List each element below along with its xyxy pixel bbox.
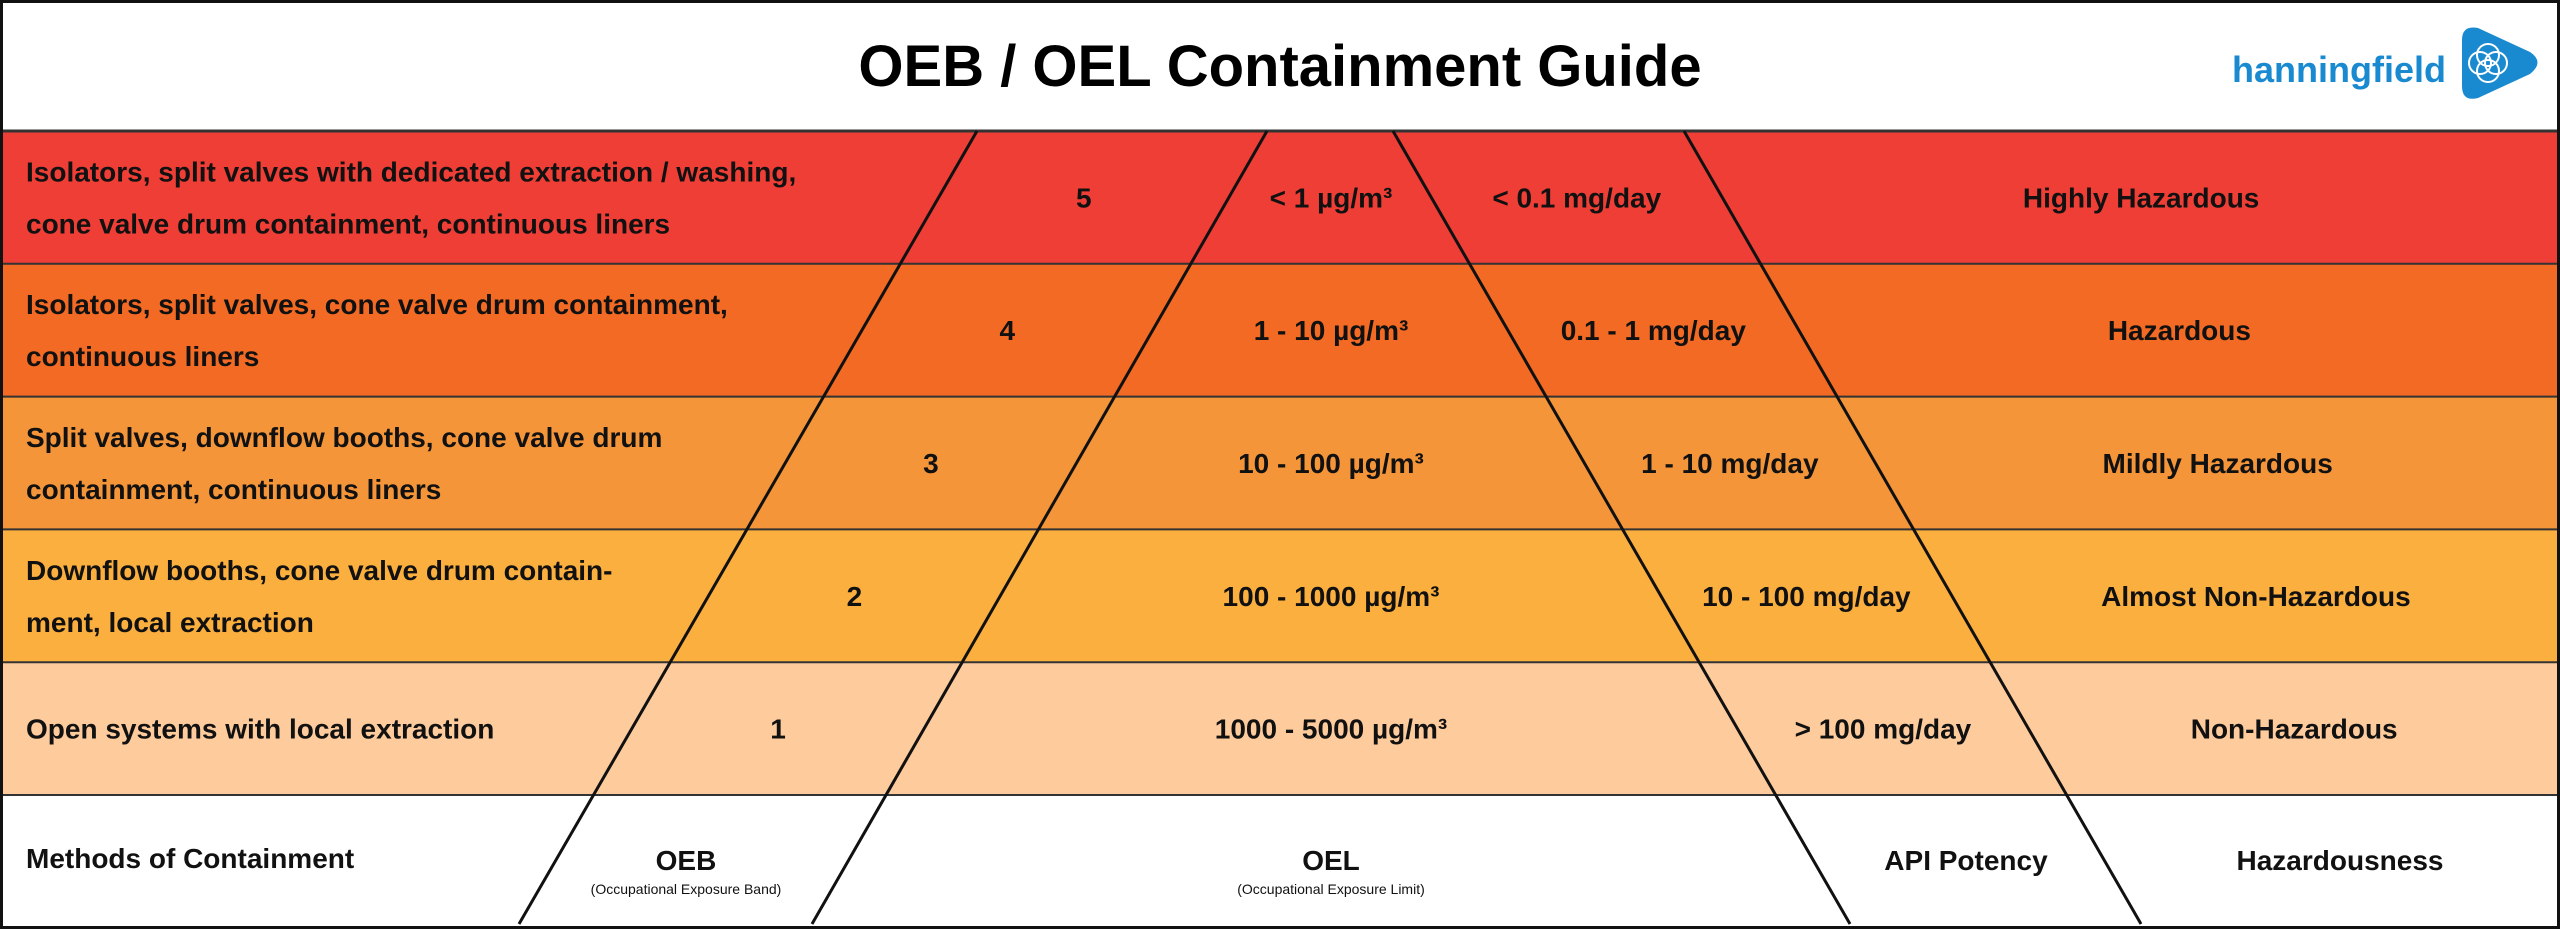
method-text: Isolators, split valves, cone valve drum… <box>26 289 728 320</box>
band-oeb-5 <box>0 131 2560 264</box>
api-value: < 0.1 mg/day <box>1492 182 1661 213</box>
footer-oel-label: OEL <box>1302 845 1360 876</box>
hazard-value: Non-Hazardous <box>2191 714 2398 745</box>
footer-oeb-label: OEB <box>656 845 717 876</box>
method-text: cone valve drum containment, continuous … <box>26 208 670 239</box>
api-value: 1 - 10 mg/day <box>1641 448 1819 479</box>
api-value: 0.1 - 1 mg/day <box>1561 315 1747 346</box>
oeb-value: 4 <box>1000 315 1016 346</box>
footer-api-label: API Potency <box>1884 845 2048 876</box>
oeb-value: 5 <box>1076 182 1092 213</box>
footer-methods-label: Methods of Containment <box>26 843 354 874</box>
method-text: ment, local extraction <box>26 607 314 638</box>
pyramid-edge-line <box>517 130 979 925</box>
method-text: Open systems with local extraction <box>26 714 494 745</box>
logo-text: hanningfield <box>2232 49 2446 90</box>
band-oeb-1 <box>0 662 2560 795</box>
hazard-value: Hazardous <box>2108 315 2251 346</box>
oel-value: 10 - 100 µg/m³ <box>1238 448 1424 479</box>
page-title: OEB / OEL Containment Guide <box>858 34 1701 99</box>
api-value: > 100 mg/day <box>1795 714 1972 745</box>
method-text: continuous liners <box>26 341 259 372</box>
oel-value: 1 - 10 µg/m³ <box>1254 315 1409 346</box>
oeb-value: 1 <box>770 714 786 745</box>
pyramid-edge-line <box>1391 130 1852 925</box>
flower-of-life-icon <box>2462 27 2538 99</box>
footer-oeb-sub: (Occupational Exposure Band) <box>591 881 782 897</box>
footer-hazard-label: Hazardousness <box>2237 845 2444 876</box>
footer-labels: Methods of Containment OEB (Occupational… <box>26 843 2443 897</box>
method-text: Split valves, downflow booths, cone valv… <box>26 422 662 453</box>
oel-value: 1000 - 5000 µg/m³ <box>1215 714 1447 745</box>
pyramid-edge-line <box>810 130 1269 925</box>
method-text: Downflow booths, cone valve drum contain… <box>26 555 612 586</box>
method-text: Isolators, split valves with dedicated e… <box>26 156 796 187</box>
hazard-value: Almost Non-Hazardous <box>2101 581 2411 612</box>
band-oeb-3 <box>0 396 2560 530</box>
band-oeb-4 <box>0 263 2560 397</box>
band-oeb-2 <box>0 529 2560 663</box>
hazard-value: Highly Hazardous <box>2023 182 2259 213</box>
hazard-value: Mildly Hazardous <box>2103 448 2333 479</box>
oeb-value: 3 <box>923 448 939 479</box>
oel-value: < 1 µg/m³ <box>1270 182 1393 213</box>
oel-value: 100 - 1000 µg/m³ <box>1223 581 1440 612</box>
api-value: 10 - 100 mg/day <box>1702 581 1911 612</box>
oeb-value: 2 <box>847 581 863 612</box>
method-text: containment, continuous liners <box>26 474 441 505</box>
pyramid-edge-line <box>1682 130 2143 925</box>
hanningfield-logo: hanningfield <box>2232 27 2538 99</box>
footer-oel-sub: (Occupational Exposure Limit) <box>1237 881 1425 897</box>
